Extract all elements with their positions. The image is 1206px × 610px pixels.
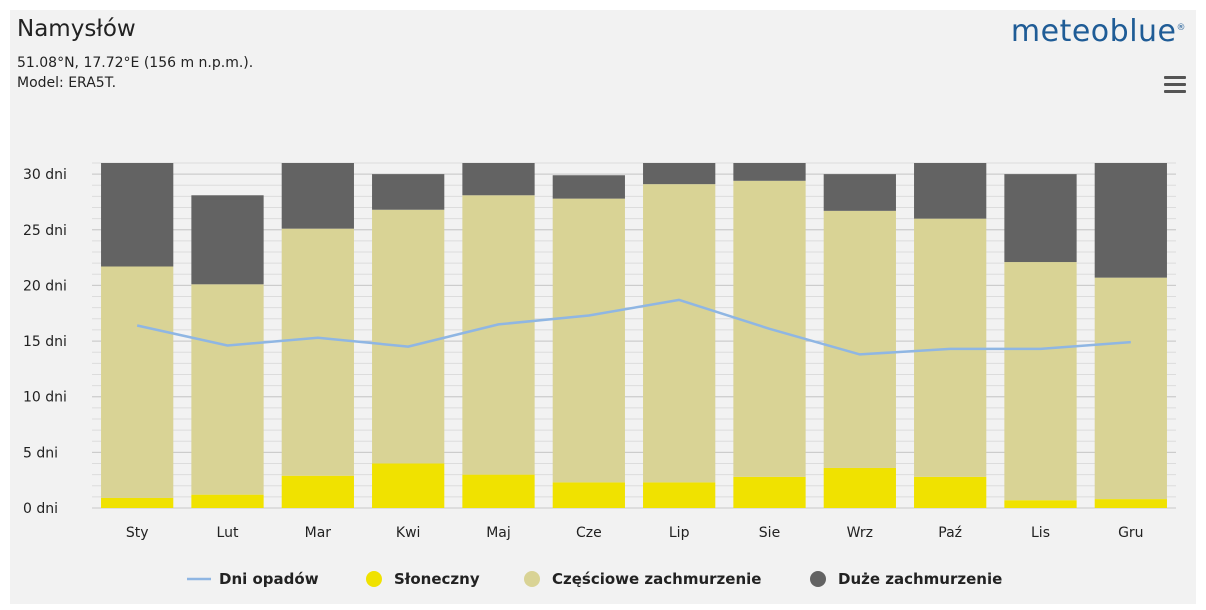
overcast-bar-segment	[462, 163, 535, 196]
x-tick-label: Maj	[486, 525, 511, 541]
sunny-bar-segment	[372, 463, 445, 508]
partly-cloudy-bar-segment	[1094, 277, 1167, 500]
partly-cloudy-bar-segment	[191, 284, 264, 495]
y-tick-label: 5 dni	[23, 445, 58, 461]
sunny-bar-segment	[191, 494, 264, 508]
x-tick-label: Lis	[1031, 525, 1050, 541]
x-tick-label: Sty	[126, 525, 149, 541]
precipitation-days-line	[136, 298, 1131, 356]
x-tick-label: Lut	[217, 525, 239, 541]
x-tick-label: Mar	[305, 525, 332, 541]
legend-dot-marker	[810, 571, 826, 587]
meteoblue-logo[interactable]: meteoblue®	[1011, 14, 1186, 49]
overcast-bar-segment	[191, 195, 264, 285]
legend-item[interactable]: Dni opadów	[187, 570, 319, 588]
hamburger-menu-icon[interactable]	[1164, 76, 1186, 94]
x-tick-label: Wrz	[847, 525, 873, 541]
brand-mark: ®	[1176, 23, 1186, 33]
y-tick-label: 25 dni	[23, 223, 67, 239]
overcast-bar-segment	[914, 163, 987, 219]
legend-label: Częściowe zachmurzenie	[552, 570, 761, 588]
sunny-bar-segment	[101, 497, 174, 508]
sunny-bar-segment	[914, 476, 987, 508]
overcast-bar-segment	[552, 175, 625, 199]
legend-item[interactable]: Słoneczny	[366, 570, 480, 588]
y-tick-label: 10 dni	[23, 390, 67, 406]
overcast-bar-segment	[1094, 163, 1167, 278]
overcast-bar-segment	[733, 163, 806, 181]
x-tick-label: Sie	[759, 525, 780, 541]
x-tick-label: Paź	[938, 525, 962, 541]
legend-label: Słoneczny	[394, 570, 480, 588]
legend-dot-marker	[366, 571, 382, 587]
y-tick-label: 15 dni	[23, 334, 67, 350]
overcast-bar-segment	[372, 174, 445, 210]
overcast-bar-segment	[281, 163, 354, 229]
partly-cloudy-bar-segment	[462, 195, 535, 475]
y-tick-label: 30 dni	[23, 167, 67, 183]
sunny-bar-segment	[281, 475, 354, 508]
page-title: Namysłów	[17, 16, 136, 42]
partly-cloudy-bar-segment	[281, 228, 354, 476]
y-tick-label: 20 dni	[23, 278, 67, 294]
sunny-bar-segment	[643, 482, 716, 508]
overcast-bar-segment	[643, 163, 716, 185]
partly-cloudy-bar-segment	[101, 266, 174, 498]
overcast-bar-segment	[823, 174, 896, 211]
partly-cloudy-bar-segment	[823, 210, 896, 468]
model-text: Model: ERA5T.	[17, 75, 117, 91]
legend-dot-marker	[524, 571, 540, 587]
overcast-bar-segment	[101, 163, 174, 267]
partly-cloudy-bar-segment	[643, 184, 716, 483]
legend-item[interactable]: Duże zachmurzenie	[810, 570, 1002, 588]
partly-cloudy-bar-segment	[552, 198, 625, 483]
x-tick-label: Kwi	[396, 525, 421, 541]
sunny-bar-segment	[462, 474, 535, 508]
x-tick-label: Lip	[669, 525, 690, 541]
sunny-bar-segment	[552, 482, 625, 508]
sunny-bar-segment	[823, 467, 896, 508]
legend-label: Duże zachmurzenie	[838, 570, 1002, 588]
partly-cloudy-bar-segment	[372, 209, 445, 464]
x-tick-label: Gru	[1118, 525, 1143, 541]
brand-name: meteoblue	[1010, 14, 1177, 49]
coordinates-text: 51.08°N, 17.72°E (156 m n.p.m.).	[17, 55, 254, 71]
sunny-bar-segment	[1094, 499, 1167, 508]
legend-item[interactable]: Częściowe zachmurzenie	[524, 570, 761, 588]
sunny-bar-segment	[733, 476, 806, 508]
y-tick-label: 0 dni	[23, 501, 58, 517]
overcast-bar-segment	[1004, 174, 1077, 263]
partly-cloudy-bar-segment	[1004, 262, 1077, 501]
x-tick-label: Cze	[576, 525, 602, 541]
legend-label: Dni opadów	[219, 570, 319, 588]
sunny-bar-segment	[1004, 500, 1077, 508]
